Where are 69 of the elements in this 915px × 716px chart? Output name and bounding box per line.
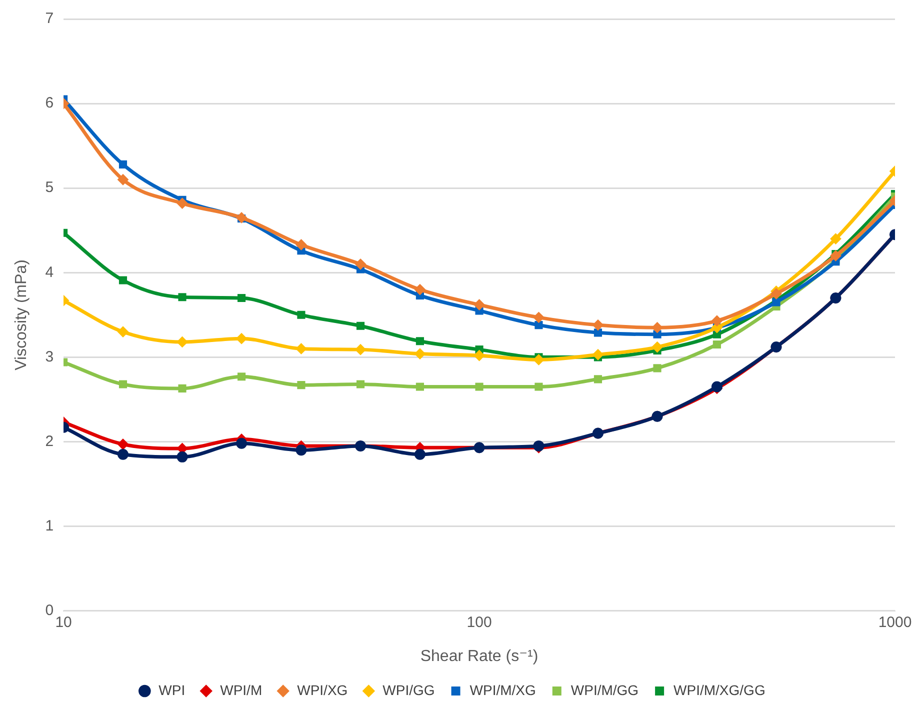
point [592,320,604,331]
point [534,321,543,330]
point [178,384,186,392]
y-tick-label: 5 [45,179,54,196]
legend-label: WPI/M/GG [570,682,639,698]
x-axis-title: Shear Rate (s⁻¹) [420,648,538,665]
point [176,336,188,348]
point [712,340,721,349]
point [176,451,188,462]
legend-label: WPI [158,682,186,698]
point [592,349,604,360]
point [118,174,128,186]
point [356,322,365,330]
y-tick-label: 7 [45,10,54,28]
point [118,326,128,338]
point [237,372,246,381]
point [416,337,424,346]
point [653,364,662,372]
point [296,239,307,250]
point [296,444,307,456]
point [118,276,128,284]
point [534,382,543,391]
point [414,448,426,460]
point [475,382,484,391]
x-tick-label: 10 [55,614,72,631]
point [178,293,186,302]
legend-label: WPI/M [220,682,262,698]
point [830,250,842,262]
point [533,354,544,366]
point [297,310,306,319]
point [355,258,366,270]
legend-label: WPI/M/XG/GG [674,682,766,698]
point [474,299,485,310]
point [770,288,782,300]
legend-label: WPI/GG [382,682,435,698]
point [414,348,426,360]
x-tick-label: 100 [466,614,492,631]
y-tick-label: 3 [45,348,54,366]
point [711,315,722,326]
point [118,448,128,460]
point [236,333,248,344]
point [118,160,128,168]
legend-label: WPI/M/XG [470,682,536,698]
legend-label: WPI/XG [297,682,348,698]
y-tick-label: 0 [45,602,54,619]
point [296,343,307,354]
point [416,382,424,391]
point [236,438,248,449]
point [414,284,426,296]
y-axis-title: Viscosity (mPa) [13,259,30,370]
point [118,438,128,450]
y-tick-label: 1 [45,517,54,534]
point [297,381,306,390]
point [594,375,602,384]
y-tick-label: 2 [45,432,54,450]
y-tick-label: 6 [45,94,54,112]
point [594,328,602,337]
point [533,312,544,323]
x-tick-label: 1000 [878,614,912,631]
point [176,198,188,209]
y-tick-label: 4 [45,264,54,281]
point [355,344,366,356]
point [474,350,485,361]
point [652,322,663,334]
point [237,294,246,302]
point [652,342,663,353]
point [356,380,365,388]
point [830,233,842,244]
point [118,380,128,388]
